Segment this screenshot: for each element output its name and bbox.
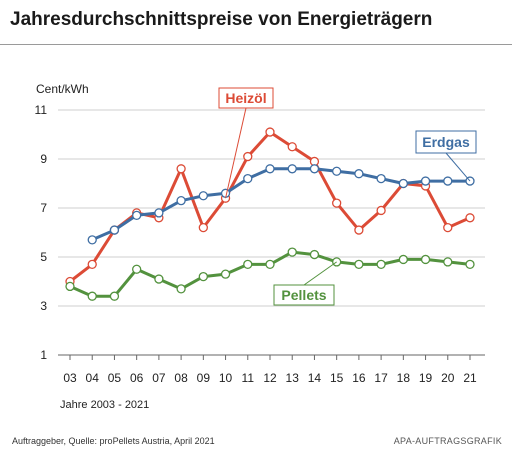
x-tick-label: 17 (374, 371, 388, 385)
data-point-heizl (176, 164, 186, 174)
y-tick-label: 9 (40, 152, 47, 166)
x-tick-label: 21 (463, 371, 477, 385)
x-tick-label: 19 (419, 371, 433, 385)
series-label-heizl: Heizöl (225, 90, 266, 106)
y-tick-label: 7 (40, 201, 47, 215)
data-point-heizl (332, 198, 342, 208)
x-tick-label: 03 (63, 371, 77, 385)
series-line-erdgas (91, 167, 470, 242)
x-tick-label: 11 (242, 371, 255, 385)
data-point-heizl (265, 127, 275, 137)
data-point-erdgas (265, 164, 275, 174)
data-point-erdgas (109, 225, 120, 235)
x-tick-label: 13 (286, 371, 300, 385)
data-point-heizl (465, 213, 475, 223)
leader-line-erdgas (445, 152, 471, 182)
x-tick-label: 16 (352, 371, 366, 385)
credit-note: APA-AUFTRAGSGRAFIK (393, 436, 502, 446)
series-line-pellets (69, 250, 471, 298)
leader-line-pellets (303, 261, 337, 286)
data-point-heizl (198, 222, 208, 233)
data-point-heizl (287, 142, 297, 152)
data-point-pellets (65, 281, 75, 292)
data-point-erdgas (87, 235, 97, 245)
x-tick-label: 06 (130, 371, 144, 385)
data-point-pellets (354, 259, 364, 270)
data-point-pellets (154, 274, 164, 284)
y-tick-label: 11 (35, 103, 48, 117)
data-point-erdgas (443, 176, 453, 186)
x-tick-label: 15 (330, 371, 344, 385)
y-tick-label: 1 (40, 348, 47, 362)
data-point-pellets (398, 254, 408, 265)
data-point-pellets (465, 259, 475, 270)
data-point-heizl (376, 205, 386, 216)
series-label-box-erdgas (415, 130, 477, 154)
data-point-erdgas (354, 169, 364, 179)
data-point-pellets (265, 259, 275, 270)
data-point-erdgas (243, 173, 253, 184)
data-point-pellets (198, 271, 208, 282)
data-point-erdgas (287, 164, 297, 174)
data-point-pellets (243, 259, 253, 270)
data-point-erdgas (176, 195, 186, 206)
data-point-heizl (243, 151, 253, 162)
data-point-pellets (287, 247, 297, 257)
data-point-erdgas (132, 210, 142, 221)
data-point-pellets (376, 259, 386, 270)
series-label-box-heizl (218, 87, 274, 109)
leader-line-heizl (225, 107, 247, 199)
data-point-pellets (420, 254, 431, 265)
data-point-pellets (132, 264, 142, 274)
data-point-heizl (87, 259, 97, 270)
data-point-pellets (443, 257, 453, 267)
data-point-heizl (354, 225, 364, 235)
series-label-box-pellets (273, 284, 335, 306)
x-tick-label: 09 (197, 371, 211, 385)
data-point-heizl (443, 222, 453, 233)
series-label-erdgas: Erdgas (422, 134, 470, 150)
data-point-erdgas (198, 191, 208, 201)
x-tick-label: 14 (308, 371, 322, 385)
x-axis-label: Jahre 2003 - 2021 (60, 399, 149, 411)
y-tick-label: 3 (40, 299, 47, 313)
x-tick-label: 18 (397, 371, 411, 385)
page-title: Jahresdurchschnittspreise von Energieträ… (10, 9, 433, 30)
source-note: Auftraggeber, Quelle: proPellets Austria… (12, 436, 215, 446)
y-tick-label: 5 (40, 250, 47, 264)
data-point-erdgas (154, 208, 164, 218)
x-tick-label: 12 (263, 371, 277, 385)
x-tick-label: 08 (174, 371, 188, 385)
data-point-erdgas (309, 164, 320, 174)
data-point-pellets (87, 291, 97, 301)
data-point-erdgas (332, 166, 342, 176)
data-point-erdgas (376, 173, 386, 184)
x-tick-label: 20 (441, 371, 455, 385)
x-tick-label: 07 (152, 371, 166, 385)
data-point-pellets (176, 284, 186, 294)
title-divider (0, 44, 512, 45)
x-tick-label: 04 (86, 371, 100, 385)
data-point-erdgas (420, 176, 431, 186)
data-point-erdgas (398, 178, 408, 189)
data-point-pellets (220, 269, 231, 279)
x-tick-label: 05 (108, 371, 122, 385)
series-label-pellets: Pellets (281, 287, 326, 303)
x-tick-label: 10 (219, 371, 233, 385)
data-point-pellets (309, 249, 320, 260)
y-axis-label: Cent/kWh (36, 82, 89, 96)
data-point-pellets (109, 291, 120, 301)
